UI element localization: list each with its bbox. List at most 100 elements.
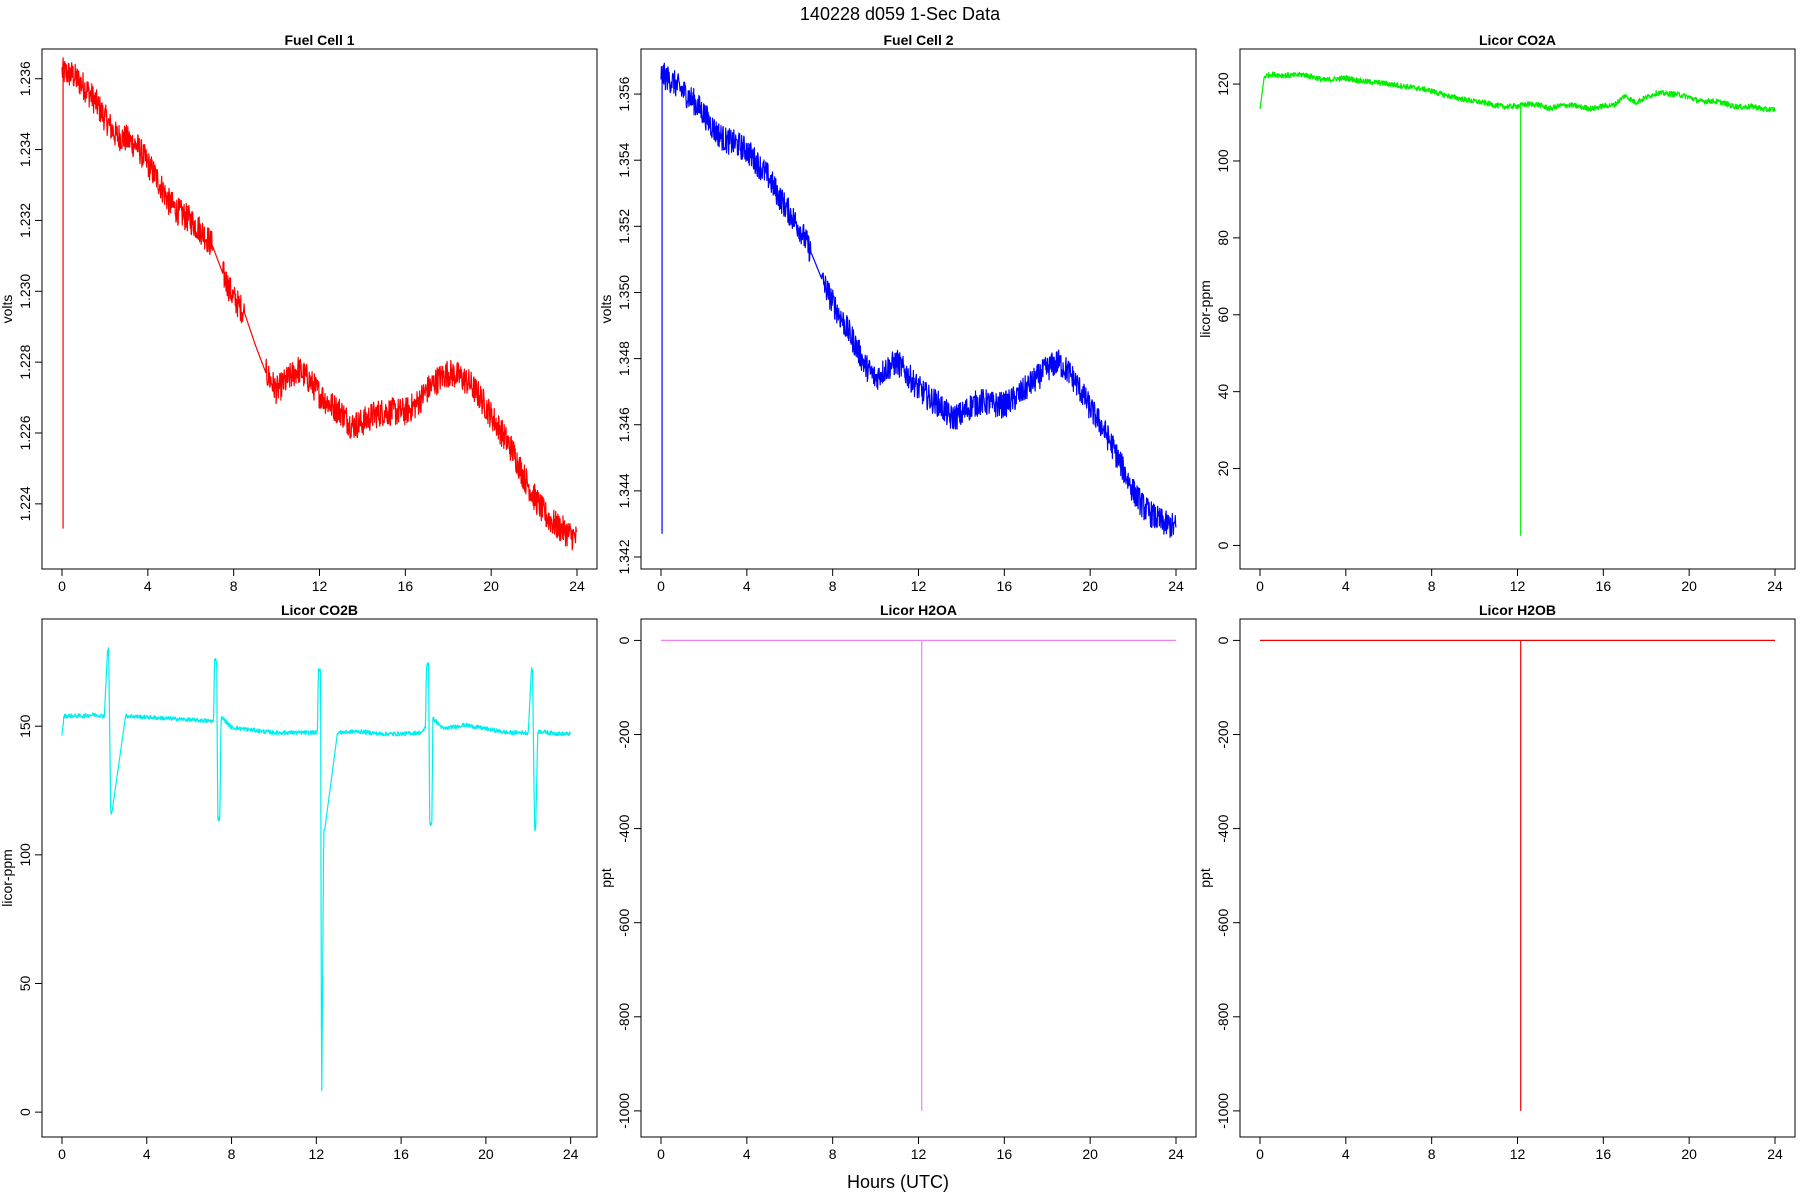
plot-frame bbox=[640, 618, 1197, 1138]
y-tick-label: 60 bbox=[1215, 307, 1231, 323]
x-tick-label: 20 bbox=[1082, 1146, 1098, 1162]
y-tick-label: 1.232 bbox=[17, 203, 33, 238]
x-tick-label: 24 bbox=[563, 1146, 579, 1162]
x-tick-label: 16 bbox=[1596, 578, 1612, 594]
y-tick-label: 0 bbox=[1215, 636, 1231, 644]
y-tick-label: 1.342 bbox=[616, 539, 632, 574]
x-tick-label: 8 bbox=[1428, 1146, 1436, 1162]
x-tick-label: 20 bbox=[1681, 578, 1697, 594]
y-tick-label: 120 bbox=[1215, 72, 1231, 96]
x-tick-label: 24 bbox=[1168, 578, 1184, 594]
x-tick-label: 4 bbox=[743, 1146, 751, 1162]
x-tick-label: 8 bbox=[1428, 578, 1436, 594]
y-axis-label: ppt bbox=[1197, 868, 1213, 888]
plot-frame bbox=[640, 48, 1197, 570]
y-tick-label: 150 bbox=[17, 714, 33, 738]
y-tick-label: 1.354 bbox=[616, 142, 632, 177]
x-tick-label: 24 bbox=[1767, 578, 1783, 594]
x-tick-label: 16 bbox=[997, 578, 1013, 594]
panel-6: Licor H2OB ppt 0 4 8 12 16 20 24 -1000 -800 -600 -40… bbox=[1197, 602, 1796, 1162]
y-axis-label: volts bbox=[0, 295, 15, 324]
y-tick-label: 20 bbox=[1215, 461, 1231, 477]
y-tick-label: 1.356 bbox=[616, 76, 632, 111]
x-tick-label: 0 bbox=[58, 578, 66, 594]
y-tick-label: 1.344 bbox=[616, 473, 632, 508]
x-tick-label: 8 bbox=[829, 1146, 837, 1162]
y-tick-label: -600 bbox=[616, 908, 632, 936]
y-axis-label: licor-ppm bbox=[0, 849, 15, 907]
y-tick-label: 1.350 bbox=[616, 275, 632, 310]
y-tick-label: -800 bbox=[616, 1003, 632, 1031]
panel-4: Licor CO2B licor-ppm 0 4 8 12 16 20 24 0 50 100 150 bbox=[0, 602, 598, 1162]
global-x-axis-label: Hours (UTC) bbox=[847, 1172, 949, 1192]
x-tick-label: 12 bbox=[911, 578, 927, 594]
y-tick-label: 1.352 bbox=[616, 209, 632, 244]
y-tick-label: 80 bbox=[1215, 230, 1231, 246]
y-tick-label: 40 bbox=[1215, 384, 1231, 400]
y-axis-label: volts bbox=[598, 295, 614, 324]
x-tick-label: 16 bbox=[1596, 1146, 1612, 1162]
panel-title: Licor H2OA bbox=[880, 602, 957, 618]
y-tick-label: 1.348 bbox=[616, 341, 632, 376]
x-tick-label: 12 bbox=[309, 1146, 325, 1162]
panel-title: Fuel Cell 2 bbox=[883, 32, 953, 48]
x-tick-label: 0 bbox=[58, 1146, 66, 1162]
y-tick-label: -400 bbox=[1215, 814, 1231, 842]
panel-title: Licor CO2A bbox=[1479, 32, 1556, 48]
y-tick-label: 100 bbox=[1215, 149, 1231, 173]
x-tick-label: 4 bbox=[1342, 578, 1350, 594]
x-tick-label: 0 bbox=[657, 1146, 665, 1162]
x-tick-label: 16 bbox=[398, 578, 414, 594]
x-tick-label: 4 bbox=[1342, 1146, 1350, 1162]
y-tick-label: 0 bbox=[17, 1108, 33, 1116]
plot-frame bbox=[1239, 618, 1796, 1138]
x-tick-label: 20 bbox=[1082, 578, 1098, 594]
series-line bbox=[61, 57, 578, 551]
y-tick-label: 0 bbox=[1215, 541, 1231, 549]
series-line bbox=[61, 647, 572, 1092]
y-tick-label: -200 bbox=[616, 720, 632, 748]
x-tick-label: 8 bbox=[230, 578, 238, 594]
y-tick-label: 1.236 bbox=[17, 61, 33, 96]
chart-panels: Fuel Cell 1 volts 0 4 8 12 16 20 24 1.224 1.226 1.2… bbox=[0, 32, 1796, 1162]
y-axis-label: licor-ppm bbox=[1197, 280, 1213, 338]
x-tick-label: 4 bbox=[143, 1146, 151, 1162]
series-line bbox=[1259, 71, 1776, 113]
x-tick-label: 0 bbox=[1256, 1146, 1264, 1162]
y-axis-label: ppt bbox=[598, 868, 614, 888]
x-tick-label: 24 bbox=[569, 578, 585, 594]
x-tick-label: 12 bbox=[1510, 578, 1526, 594]
y-tick-label: -600 bbox=[1215, 908, 1231, 936]
y-tick-label: 1.228 bbox=[17, 344, 33, 379]
x-tick-label: 16 bbox=[997, 1146, 1013, 1162]
plot-frame bbox=[41, 618, 598, 1138]
x-tick-label: 0 bbox=[1256, 578, 1264, 594]
x-tick-label: 12 bbox=[312, 578, 328, 594]
panel-title: Fuel Cell 1 bbox=[284, 32, 354, 48]
y-tick-label: 100 bbox=[17, 843, 33, 867]
x-tick-label: 20 bbox=[483, 578, 499, 594]
x-tick-label: 24 bbox=[1767, 1146, 1783, 1162]
x-tick-label: 20 bbox=[478, 1146, 494, 1162]
x-tick-label: 16 bbox=[393, 1146, 409, 1162]
plot-frame bbox=[1239, 48, 1796, 570]
y-tick-label: 1.226 bbox=[17, 415, 33, 450]
panel-2: Fuel Cell 2 volts 0 4 8 12 16 20 24 1.342 1.344 1.3… bbox=[598, 32, 1197, 594]
plot-frame bbox=[41, 48, 598, 570]
y-tick-label: 1.234 bbox=[17, 132, 33, 167]
x-tick-label: 0 bbox=[657, 578, 665, 594]
x-tick-label: 8 bbox=[829, 578, 837, 594]
y-tick-label: -200 bbox=[1215, 720, 1231, 748]
x-tick-label: 12 bbox=[1510, 1146, 1526, 1162]
panel-title: Licor H2OB bbox=[1479, 602, 1556, 618]
panel-3: Licor CO2A licor-ppm 0 4 8 12 16 20 24 0 20 40 60 80 1… bbox=[1197, 32, 1796, 594]
y-tick-label: -400 bbox=[616, 814, 632, 842]
y-tick-label: 0 bbox=[616, 636, 632, 644]
y-tick-label: 50 bbox=[17, 975, 33, 991]
figure-title: 140228 d059 1-Sec Data bbox=[800, 4, 1001, 24]
y-tick-label: -1000 bbox=[1215, 1093, 1231, 1129]
y-tick-label: -1000 bbox=[616, 1093, 632, 1129]
panel-5: Licor H2OA ppt 0 4 8 12 16 20 24 -1000 -800 -600 -40… bbox=[598, 602, 1197, 1162]
x-tick-label: 8 bbox=[228, 1146, 236, 1162]
